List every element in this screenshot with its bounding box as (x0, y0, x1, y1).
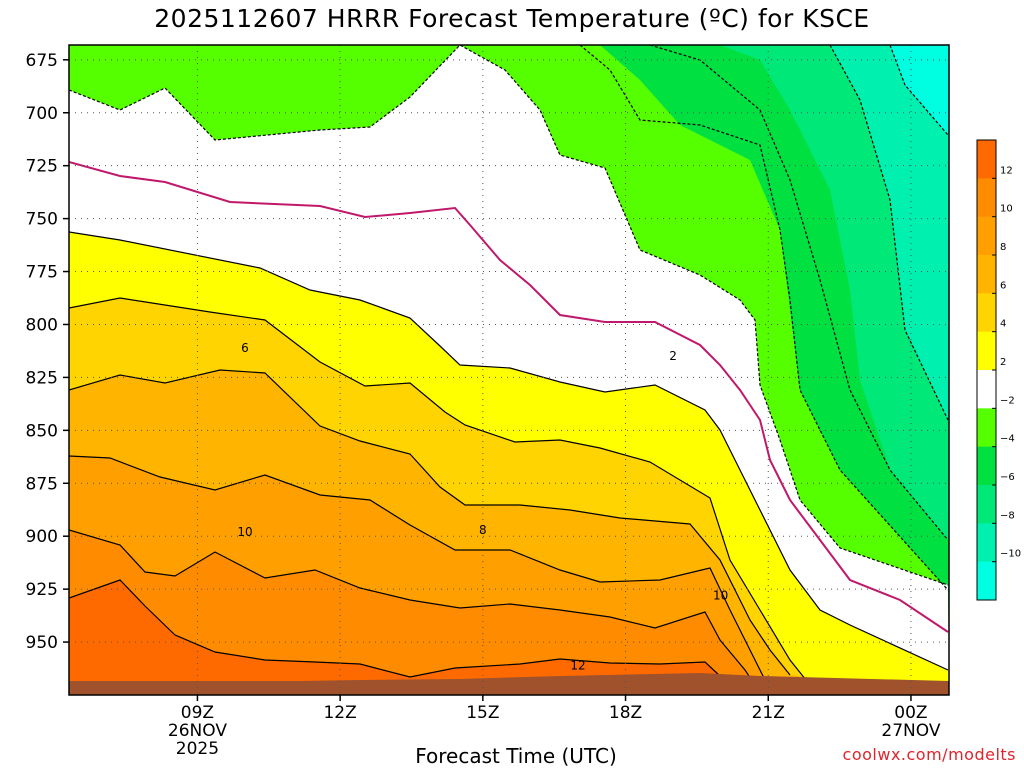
contour-cold-0a (69, 45, 949, 586)
contour-label: 10 (713, 588, 728, 602)
y-tick-label: 750 (26, 210, 58, 230)
colorbar-label: 6 (1000, 280, 1006, 291)
y-tick-label: 850 (26, 421, 58, 441)
y-tick-label: 675 (26, 51, 58, 71)
contour-cold-6 (829, 45, 949, 421)
y-tick-label: 875 (26, 474, 58, 494)
ground (69, 673, 949, 695)
contour-label: 10 (237, 525, 252, 539)
fill-warm-10 (69, 530, 949, 695)
chart-title: 2025112607 HRRR Forecast Temperature (ºC… (154, 4, 870, 33)
colorbar-label: −10 (1000, 549, 1021, 560)
x-tick-label: 09Z (181, 703, 214, 723)
x-tick-label: 21Z (752, 703, 785, 723)
colorbar-label: −6 (1000, 472, 1015, 483)
colorbar-segment (977, 485, 996, 524)
contour-label: 6 (241, 341, 249, 355)
y-tick-label: 725 (26, 157, 58, 177)
contour-2 (69, 297, 811, 686)
x-tick-date: 27NOV (881, 721, 940, 741)
contour-6 (69, 455, 771, 691)
colorbar-segment (977, 293, 996, 333)
colorbar-segment (977, 523, 996, 563)
x-axis-label: Forecast Time (UTC) (415, 744, 617, 768)
y-tick-label: 950 (26, 633, 58, 653)
y-tick-label: 775 (26, 263, 58, 283)
colorbar-label: 4 (1000, 319, 1006, 330)
contour-cold-4 (649, 45, 949, 541)
colorbar-segment (977, 446, 996, 486)
contour-warm-2b (69, 231, 949, 671)
freezing-line (69, 161, 949, 633)
x-tick-label: 00Z (894, 703, 927, 723)
y-tick-label: 700 (26, 104, 58, 124)
y-tick-label: 925 (26, 580, 58, 600)
plot-area: 2 6 8 10 10 12 (69, 45, 949, 695)
colorbar-segment (977, 255, 996, 294)
contour-4 (69, 369, 791, 676)
colorbar-segment (977, 561, 996, 601)
contour-label: 8 (479, 523, 487, 537)
colorbar-label: −8 (1000, 510, 1015, 521)
x-tick-label: 12Z (323, 703, 356, 723)
contour-10 (69, 579, 741, 691)
colorbar-label: 8 (1000, 242, 1006, 253)
colorbar-segment (977, 370, 996, 409)
colorbar-label: 10 (1000, 204, 1013, 215)
y-tick-label: 825 (26, 368, 58, 388)
colorbar-label: −4 (1000, 434, 1015, 445)
x-tick-date: 26NOV (168, 721, 227, 741)
y-tick-label: 800 (26, 315, 58, 335)
x-tick-year: 2025 (176, 739, 219, 759)
contour-8 (69, 529, 756, 686)
colorbar-segment (977, 140, 996, 179)
contour-label: 12 (570, 658, 585, 672)
plot-frame (68, 44, 950, 696)
colorbar-segment (977, 331, 996, 371)
x-tick-label: 15Z (466, 703, 499, 723)
colorbar-segment (977, 408, 996, 448)
credit-link[interactable]: coolwx.com/modelts (842, 745, 1016, 764)
y-tick-label: 900 (26, 527, 58, 547)
colorbar-segment (977, 216, 996, 256)
x-tick-label: 18Z (609, 703, 642, 723)
colorbar-segment (977, 178, 996, 218)
colorbar-label: 12 (1000, 165, 1013, 176)
colorbar-label: −2 (1000, 395, 1015, 406)
colorbar-label: 2 (1000, 357, 1006, 368)
contour-label: 2 (669, 349, 677, 363)
fill-warm-12 (69, 580, 949, 695)
contour-cold-8 (889, 45, 949, 136)
